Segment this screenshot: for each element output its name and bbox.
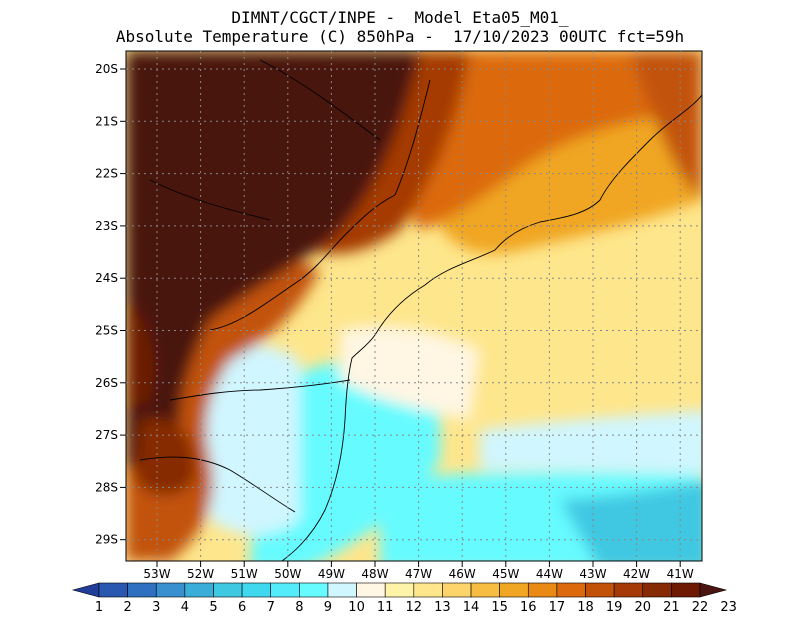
lon-label: 41W: [667, 567, 694, 581]
colorbar-label: 2: [123, 600, 131, 615]
lat-label: 27S: [95, 428, 118, 442]
colorbar-segment: [499, 582, 529, 598]
lat-label: 24S: [95, 271, 118, 285]
colorbar-label: 16: [520, 600, 537, 615]
lon-label: 53W: [143, 567, 170, 581]
colorbar-label: 12: [406, 600, 423, 615]
lat-label: 21S: [95, 114, 118, 128]
colorbar-labels: 1 2 3 4 5 6 7 8 9 10 11 12 13 14 15 16 17 18 19 20 21 22 23: [95, 600, 737, 615]
colorbar-segment: [642, 582, 672, 598]
colorbar-segment: [98, 582, 128, 598]
colorbar-segment: [213, 582, 243, 598]
colorbar-label: 15: [491, 600, 508, 615]
colorbar-label: 23: [720, 600, 737, 615]
lon-label: 43W: [579, 567, 606, 581]
lon-label: 44W: [536, 567, 563, 581]
colorbar-label: 20: [634, 600, 651, 615]
colorbar-segment: [470, 582, 500, 598]
lon-label: 49W: [318, 567, 345, 581]
colorbar-segment: [671, 582, 701, 598]
lon-label: 51W: [231, 567, 258, 581]
lon-label: 45W: [492, 567, 519, 581]
colorbar-label: 11: [377, 600, 394, 615]
colorbar-segment: [356, 582, 386, 598]
lat-label: 25S: [95, 324, 118, 338]
colorbar-segment: [442, 582, 472, 598]
colorbar-segment: [384, 582, 415, 598]
colorbar-label: 10: [348, 600, 365, 615]
lat-label: 29S: [95, 533, 118, 547]
colorbar-label: 4: [181, 600, 189, 615]
colorbar-label: 13: [434, 600, 451, 615]
lat-label: 22S: [95, 167, 118, 181]
colorbar-label: 5: [209, 600, 217, 615]
lat-label: 20S: [95, 62, 118, 76]
colorbar-segment: [413, 582, 443, 598]
lon-label: 52W: [187, 567, 214, 581]
colorbar-segment: [585, 582, 615, 598]
colorbar-label: 17: [549, 600, 566, 615]
colorbar-label: 1: [95, 600, 103, 615]
colorbar-label: 3: [152, 600, 160, 615]
colorbar-segment: [270, 582, 300, 598]
lon-label: 50W: [274, 567, 301, 581]
colorbar-label: 14: [463, 600, 480, 615]
lat-label: 23S: [95, 219, 118, 233]
colorbar-segment: [327, 582, 357, 598]
colorbar-segment: [299, 582, 329, 598]
colorbar-segment: [184, 582, 214, 598]
colorbar-segment: [241, 582, 272, 598]
longitude-labels: 53W 52W 51W 50W 49W 48W 47W 46W 45W 44W 43W 42W 41W: [143, 567, 693, 581]
colorbar-label: 7: [267, 600, 275, 615]
colorbar-label: 22: [692, 600, 709, 615]
colorbar: [71, 582, 728, 598]
map-title-line-1: DIMNT/CGCT/INPE - Model Eta05_M01_: [231, 8, 569, 27]
lat-label: 26S: [95, 376, 118, 390]
colorbar-arrow-high: [699, 582, 728, 598]
colorbar-segment: [527, 582, 558, 598]
colorbar-segment: [556, 582, 586, 598]
colorbar-label: 18: [577, 600, 594, 615]
lon-label: 47W: [405, 567, 432, 581]
lat-label: 28S: [95, 480, 118, 494]
graticule: [126, 51, 702, 561]
colorbar-label: 6: [238, 600, 246, 615]
map-frame: [125, 50, 703, 562]
lon-label: 48W: [361, 567, 388, 581]
latitude-labels: 20S 21S 22S 23S 24S 25S 26S 27S 28S 29S: [95, 62, 118, 547]
temperature-field: [126, 51, 702, 561]
colorbar-label: 9: [324, 600, 332, 615]
colorbar-label: 19: [606, 600, 623, 615]
colorbar-segment: [155, 582, 186, 598]
lon-label: 42W: [623, 567, 650, 581]
axis-ticks: [120, 68, 681, 567]
map-title-line-2: Absolute Temperature (C) 850hPa - 17/10/…: [115, 27, 685, 46]
colorbar-segment: [127, 582, 157, 598]
colorbar-segment: [613, 582, 644, 598]
colorbar-label: 8: [295, 600, 303, 615]
colorbar-label: 21: [663, 600, 680, 615]
lon-label: 46W: [449, 567, 476, 581]
colorbar-arrow-low: [71, 582, 100, 598]
